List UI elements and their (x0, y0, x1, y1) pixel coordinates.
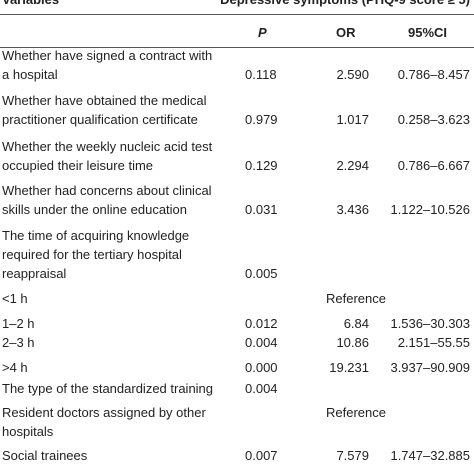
confidence-interval: 0.786–8.457 (397, 67, 470, 82)
confidence-interval: 0.258–3.623 (397, 112, 470, 127)
column-header: P (258, 25, 267, 40)
column-header: OR (336, 25, 356, 40)
confidence-interval: 1.747–32.885 (390, 448, 470, 463)
p-value: 0.005 (245, 266, 278, 281)
row-label: a hospital (2, 67, 58, 82)
rule (0, 47, 474, 48)
odds-ratio: Reference (326, 291, 386, 306)
row-label: 1–2 h (2, 316, 35, 331)
column-header: 95%CI (408, 25, 448, 40)
p-value: 0.000 (245, 360, 278, 375)
rule (0, 14, 474, 15)
row-label: Social trainees (2, 448, 88, 463)
row-label: skills under the online education (2, 202, 188, 217)
odds-ratio: 7.579 (336, 448, 369, 463)
row-label: Whether had concerns about clinical (2, 183, 212, 198)
odds-ratio: Reference (326, 405, 386, 420)
row-label: 2–3 h (2, 335, 35, 350)
p-value: 0.007 (245, 448, 278, 463)
row-label: reappraisal (2, 266, 67, 281)
confidence-interval: 1.122–10.526 (390, 202, 470, 217)
p-value: 0.012 (245, 316, 278, 331)
p-value: 0.129 (245, 158, 278, 173)
odds-ratio: 10.86 (336, 335, 369, 350)
confidence-interval: 1.536–30.303 (390, 316, 470, 331)
column-header: Variables (2, 0, 59, 8)
odds-ratio: 2.294 (336, 158, 369, 173)
row-label: >4 h (2, 360, 28, 375)
column-header: Depressive symptoms (PHQ-9 score ≥ 5) (220, 0, 470, 8)
odds-ratio: 2.590 (336, 67, 369, 82)
p-value: 0.031 (245, 202, 278, 217)
p-value: 0.004 (245, 335, 278, 350)
confidence-interval: 3.937–90.909 (390, 360, 470, 375)
odds-ratio: 1.017 (336, 112, 369, 127)
row-label: Whether have obtained the medical (2, 93, 207, 108)
p-value: 0.004 (245, 381, 278, 396)
row-label: Whether the weekly nucleic acid test (2, 139, 213, 154)
row-label: Whether have signed a contract with (2, 48, 213, 63)
p-value: 0.979 (245, 112, 278, 127)
p-value: 0.118 (245, 67, 277, 82)
odds-ratio: 19.231 (329, 360, 369, 375)
row-label: occupied their leisure time (2, 158, 154, 173)
row-label: The type of the standardized training (2, 381, 214, 396)
odds-ratio: 6.84 (343, 316, 369, 331)
confidence-interval: 0.786–6.667 (397, 158, 470, 173)
row-label: required for the tertiary hospital (2, 247, 182, 262)
odds-ratio: 3.436 (336, 202, 369, 217)
row-label: hospitals (2, 424, 54, 439)
row-label: practitioner qualification certificate (2, 112, 198, 127)
row-label: The time of acquiring knowledge (2, 228, 190, 243)
row-label: Resident doctors assigned by other (2, 405, 206, 420)
row-label: <1 h (2, 291, 28, 306)
confidence-interval: 2.151–55.55 (397, 335, 470, 350)
